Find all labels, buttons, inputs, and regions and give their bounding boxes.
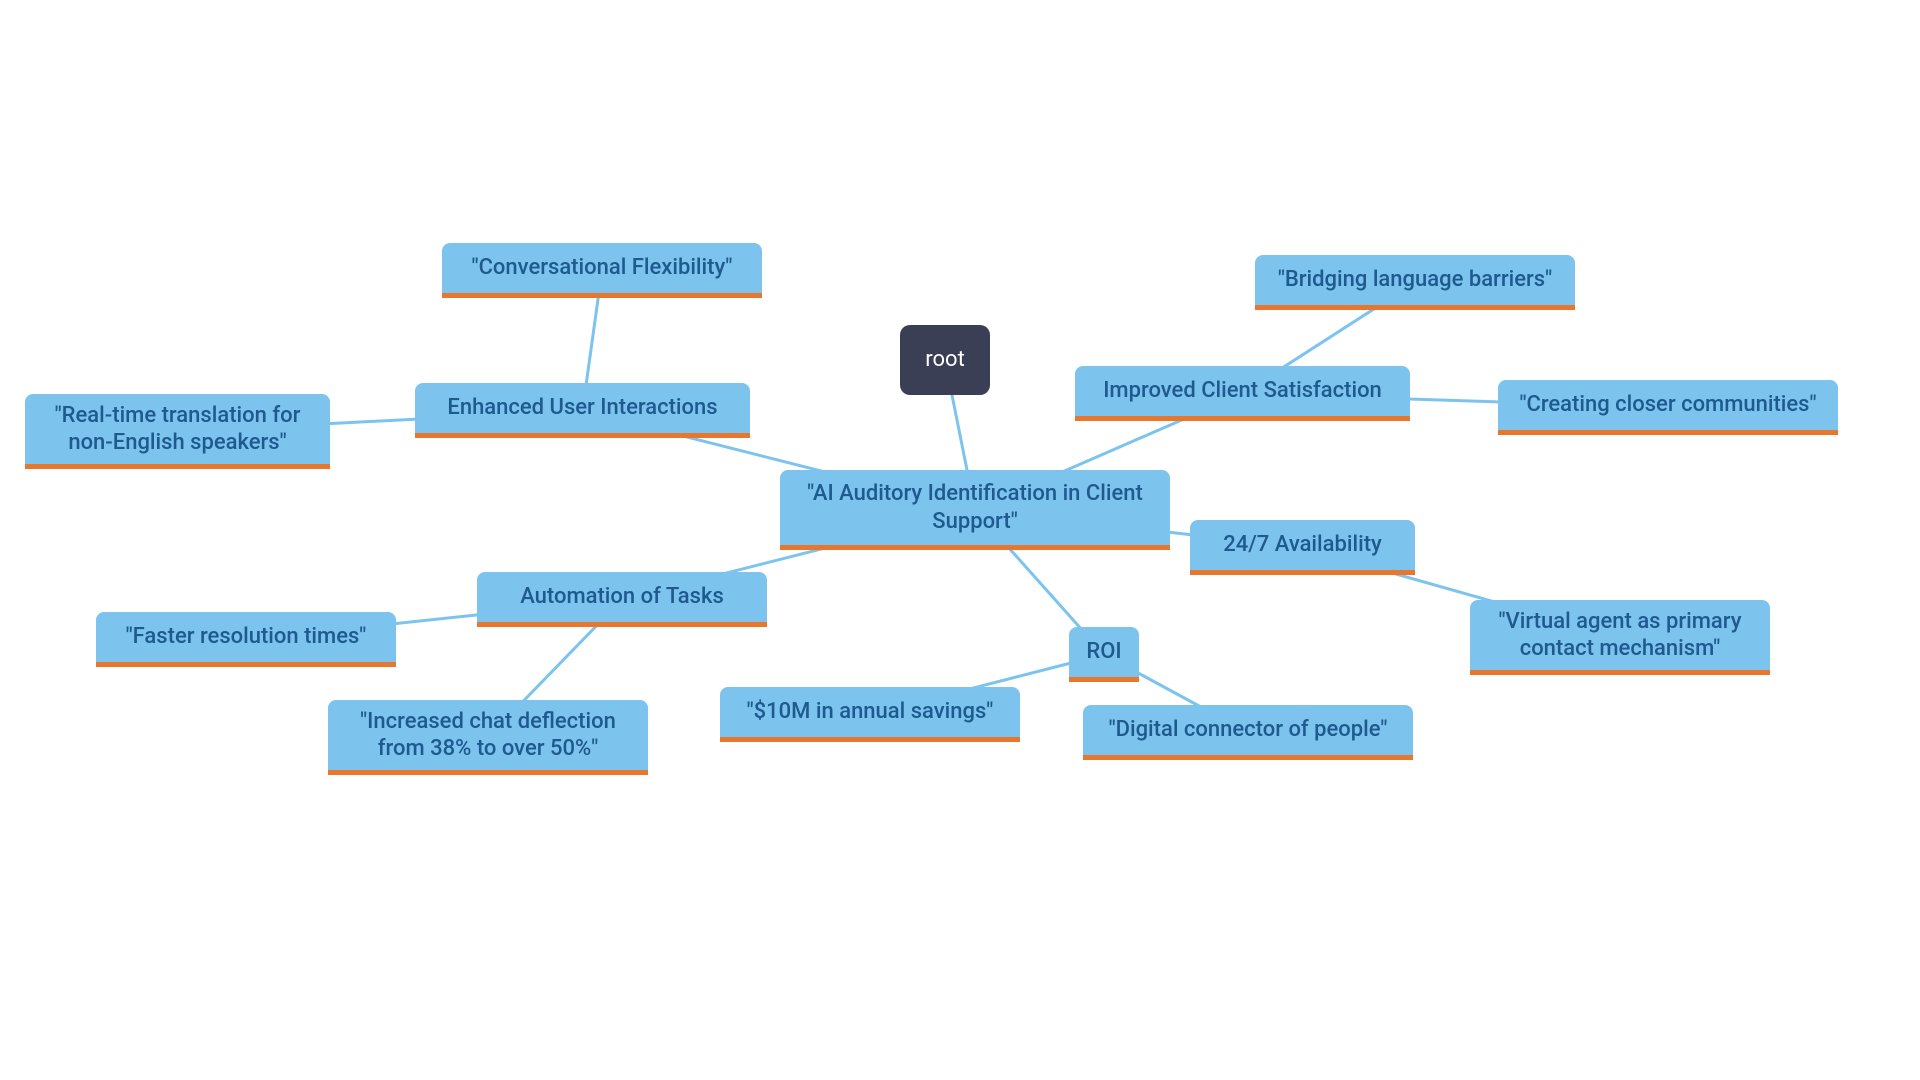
- mindmap-canvas: root "AI Auditory Identification in Clien…: [0, 0, 1920, 1080]
- node-root: root: [900, 325, 990, 395]
- node-avail: 24/7 Availability: [1190, 520, 1415, 575]
- node-comm: "Creating closer communities": [1498, 380, 1838, 435]
- node-faster: "Faster resolution times": [96, 612, 396, 667]
- node-convflex: "Conversational Flexibility": [442, 243, 762, 298]
- node-auto: Automation of Tasks: [477, 572, 767, 627]
- node-deflect: "Increased chat deflection from 38% to o…: [328, 700, 648, 775]
- node-connector: "Digital connector of people": [1083, 705, 1413, 760]
- node-rttrans: "Real-time translation for non-English s…: [25, 394, 330, 469]
- node-savings: "$10M in annual savings": [720, 687, 1020, 742]
- node-eui: Enhanced User Interactions: [415, 383, 750, 438]
- node-vagent: "Virtual agent as primary contact mechan…: [1470, 600, 1770, 675]
- node-ics: Improved Client Satisfaction: [1075, 366, 1410, 421]
- node-bridge: "Bridging language barriers": [1255, 255, 1575, 310]
- node-center: "AI Auditory Identification in Client Su…: [780, 470, 1170, 550]
- node-roi: ROI: [1069, 627, 1139, 682]
